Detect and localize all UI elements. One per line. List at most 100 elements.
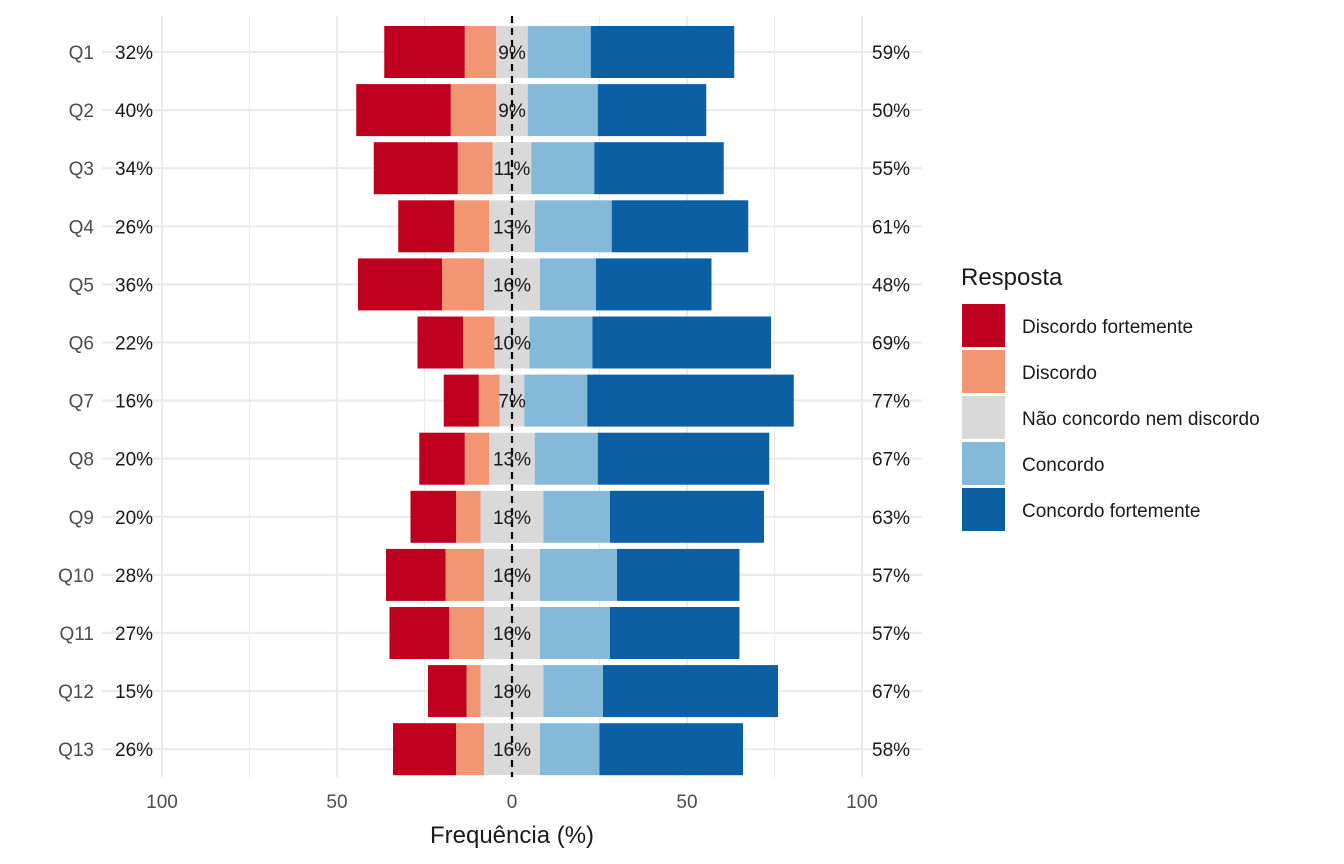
bar-segment [540, 258, 596, 311]
bar-segment [443, 374, 479, 427]
x-tick-label: 100 [146, 792, 178, 813]
x-tick-label: 50 [676, 792, 697, 813]
bar-segment [356, 84, 451, 137]
bar-segment [543, 665, 603, 718]
bar-segment [373, 142, 458, 195]
right-percent-label: 63% [872, 508, 910, 529]
bar-segment [527, 84, 598, 137]
y-tick-label: Q10 [58, 566, 94, 587]
y-tick-label: Q7 [69, 392, 94, 413]
bar-segment [410, 490, 456, 543]
y-tick-label: Q3 [69, 159, 94, 180]
bar-segment [398, 200, 455, 253]
bar-segment [594, 142, 724, 195]
right-percent-label: 67% [872, 450, 910, 471]
bar-segment [456, 723, 484, 776]
y-tick-label: Q6 [69, 334, 94, 355]
right-percent-label: 50% [872, 101, 910, 122]
bar-segment [534, 200, 612, 253]
right-percent-label: 67% [872, 682, 910, 703]
bar-segment [610, 607, 740, 659]
left-percent-label: 28% [115, 566, 153, 587]
left-percent-label: 26% [115, 740, 153, 761]
legend-entry-label: Não concordo nem discordo [1022, 409, 1260, 430]
left-percent-label: 40% [115, 101, 153, 122]
bar-segment [610, 490, 764, 543]
bar-segment [464, 432, 490, 485]
y-tick-label: Q2 [69, 101, 94, 122]
x-axis-ticks: 100 50 0 50 100 [146, 792, 878, 813]
bar-segment [389, 607, 449, 659]
y-axis-ticks: Q1 Q2 Q3 Q4 Q5 Q6 Q7 Q8 Q9 Q10 Q11 Q12 Q13 [58, 43, 94, 761]
bar-segment [428, 665, 467, 718]
right-percent-label: 69% [872, 334, 910, 355]
left-percent-label: 26% [115, 217, 153, 238]
x-tick-label: 0 [507, 792, 518, 813]
bar-segment [419, 432, 465, 485]
bar-segment [445, 548, 484, 601]
bar-segment [384, 26, 465, 78]
bar-segment [592, 316, 771, 369]
bar-segment [478, 374, 500, 427]
center-percent-label: 9% [498, 101, 526, 122]
bar-segment [454, 200, 490, 253]
y-tick-label: Q1 [69, 43, 94, 64]
right-percent-label: 57% [872, 566, 910, 587]
right-percent-label: 55% [872, 159, 910, 180]
bar-segment [463, 316, 495, 369]
legend-entry-label: Discordo [1022, 363, 1097, 384]
right-percent-label: 57% [872, 624, 910, 645]
legend: Resposta Discordo fortemente Discordo Não … [961, 264, 1260, 531]
left-percent-label: 22% [115, 334, 153, 355]
bar-segment [417, 316, 463, 369]
right-percent-label: 58% [872, 740, 910, 761]
bar-segment [617, 548, 740, 601]
center-percent-label: 13% [493, 217, 531, 238]
right-percent-label: 48% [872, 275, 910, 296]
legend-key [962, 488, 1005, 531]
bar-segment [597, 84, 707, 137]
bar-segment [464, 26, 497, 78]
left-percent-label: 27% [115, 624, 153, 645]
bar-segment [540, 607, 610, 659]
y-tick-label: Q4 [69, 217, 95, 238]
bar-segment [531, 142, 595, 195]
bar-segment [529, 316, 593, 369]
bar-segment [587, 374, 794, 427]
bar-segment [393, 723, 456, 776]
bar-segment [534, 432, 598, 485]
center-percent-label: 7% [498, 392, 526, 413]
legend-key [962, 442, 1005, 485]
legend-entry-label: Concordo fortemente [1022, 501, 1201, 522]
bar-segment [358, 258, 442, 311]
center-percent-label: 16% [493, 566, 531, 587]
left-percent-label: 16% [115, 392, 153, 413]
legend-key [962, 304, 1005, 347]
bar-segment [611, 200, 749, 253]
left-percent-label: 36% [115, 275, 153, 296]
bar-segment [603, 665, 778, 718]
center-percent-label: 9% [498, 43, 526, 64]
bar-segment [466, 665, 481, 718]
bar-segment [540, 548, 617, 601]
bar-segment [450, 84, 497, 137]
y-tick-label: Q9 [69, 508, 94, 529]
center-percent-label: 18% [493, 682, 531, 703]
left-percent-label: 32% [115, 43, 153, 64]
legend-title: Resposta [961, 264, 1063, 291]
bar-segment [540, 723, 600, 776]
center-percent-label: 16% [493, 740, 531, 761]
bar-segment [442, 258, 484, 311]
legend-entry-label: Concordo [1022, 455, 1104, 476]
center-percent-label: 13% [493, 450, 531, 471]
x-tick-label: 100 [846, 792, 878, 813]
legend-key [962, 396, 1005, 439]
bar-segment [597, 432, 770, 485]
left-percent-label: 20% [115, 508, 153, 529]
y-tick-label: Q13 [58, 740, 94, 761]
x-axis-title: Frequência (%) [430, 822, 594, 849]
center-percent-label: 16% [493, 624, 531, 645]
left-percent-label: 20% [115, 450, 153, 471]
center-percent-label: 18% [493, 508, 531, 529]
